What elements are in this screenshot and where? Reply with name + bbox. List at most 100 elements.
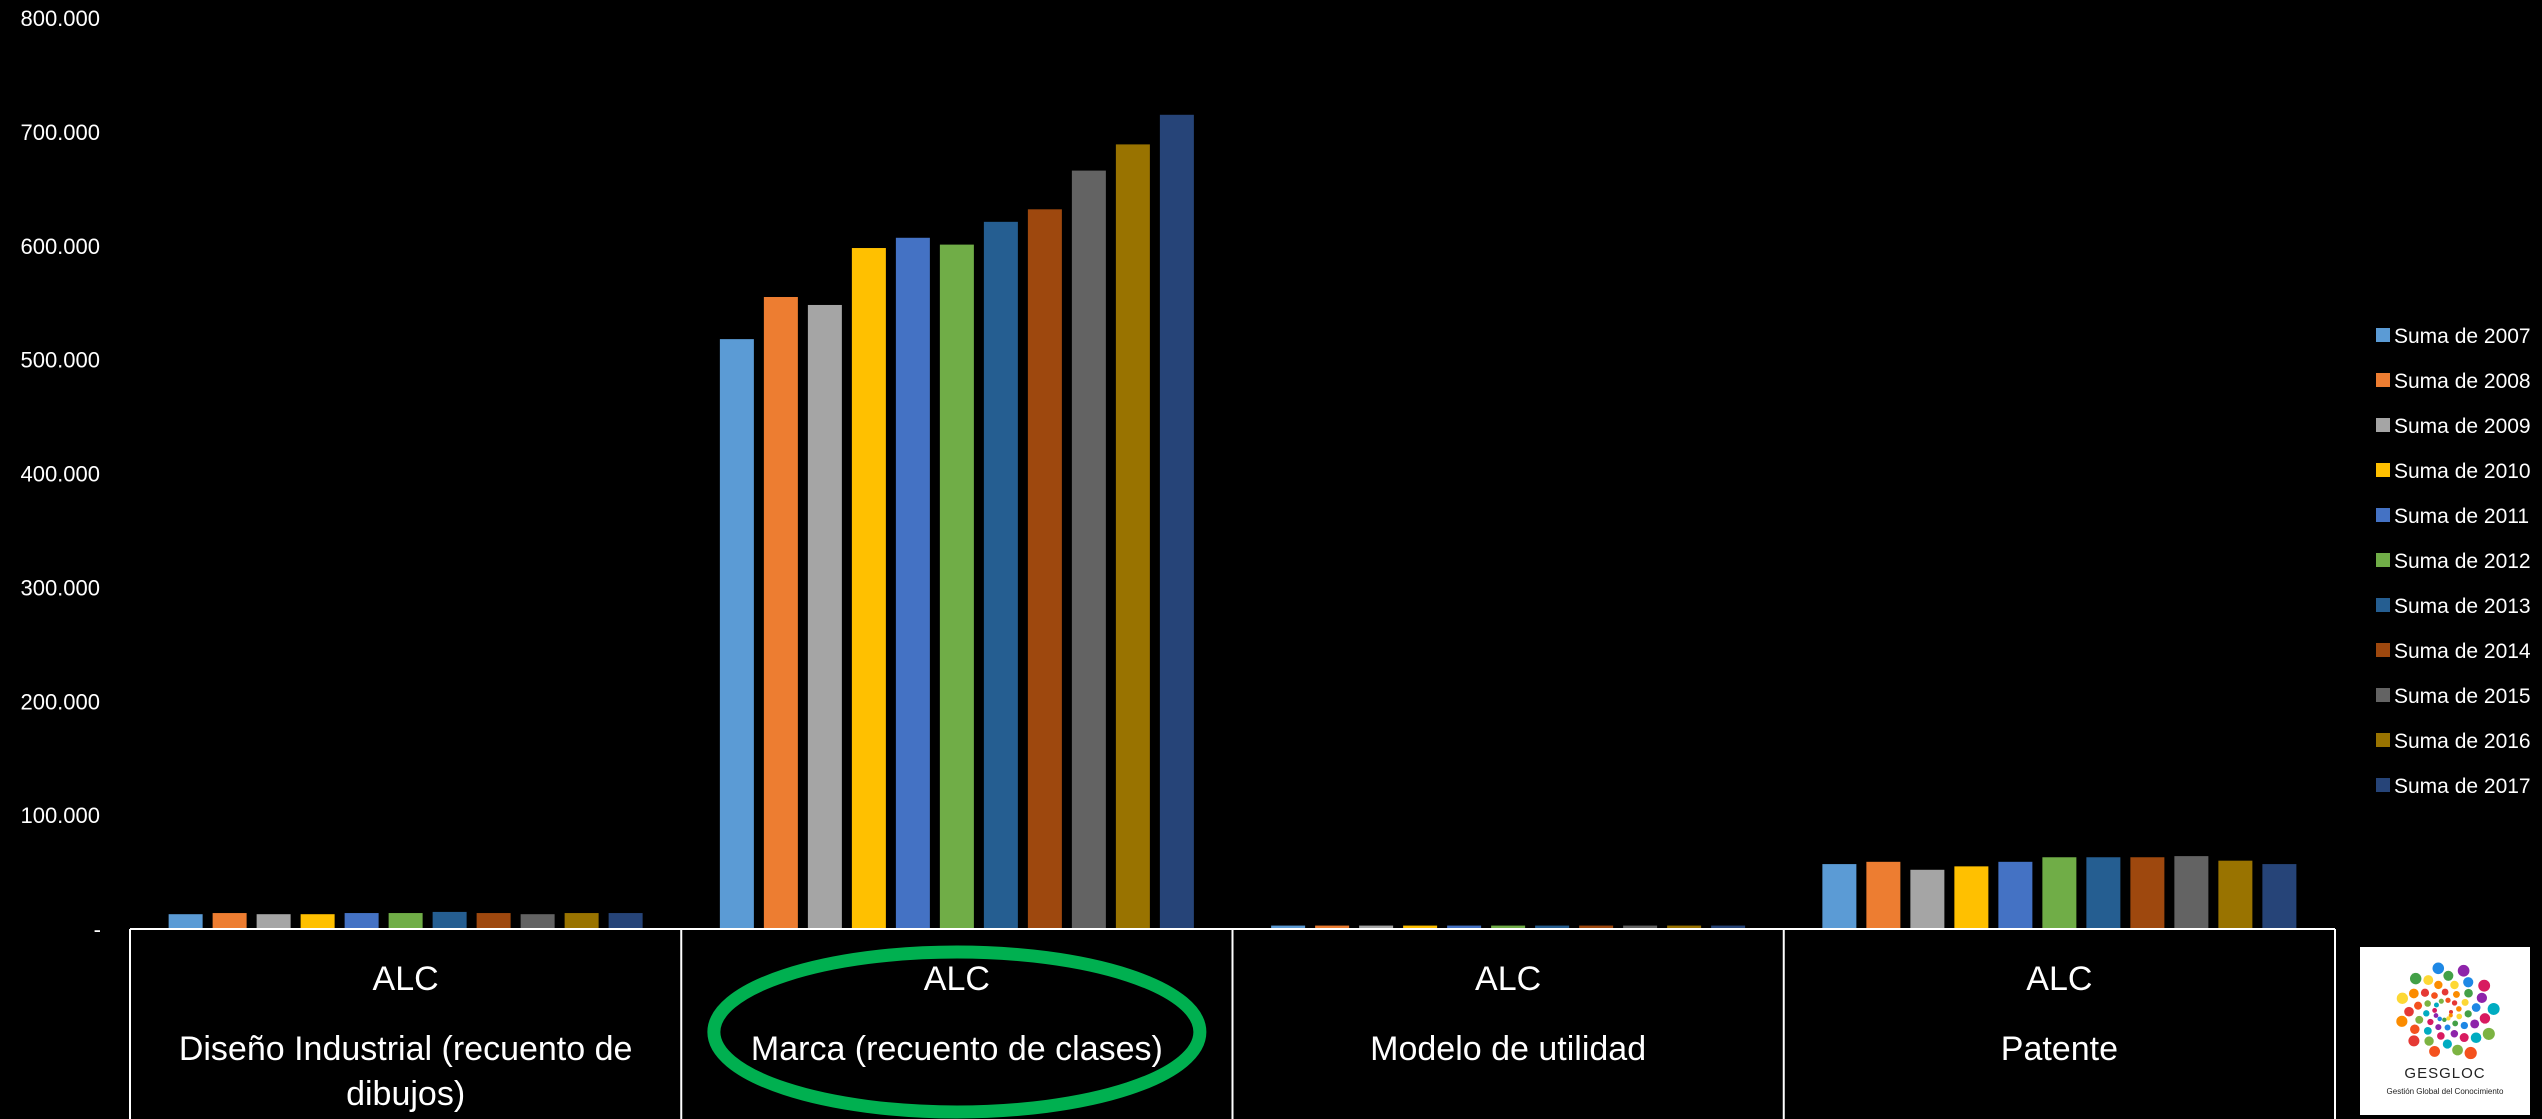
logo-dot [2424, 1036, 2434, 1046]
logo-dot [2451, 1000, 2458, 1006]
legend-swatch [2376, 463, 2390, 477]
logo-dot [2442, 1039, 2452, 1049]
logo-dot [2432, 1008, 2438, 1013]
logo-dot [2442, 1017, 2447, 1023]
bar [895, 237, 930, 929]
bar [2042, 857, 2077, 929]
legend-label: Suma de 2010 [2394, 460, 2531, 483]
logo-dot [2427, 1018, 2434, 1026]
logo-subtitle: Gestión Global del Conocimiento [2387, 1087, 2505, 1096]
bar [564, 913, 599, 929]
legend-item: Suma de 2016 [2376, 730, 2531, 753]
logo-dot [2432, 962, 2445, 975]
legend-swatch [2376, 778, 2390, 792]
legend-label: Suma de 2012 [2394, 550, 2531, 573]
logo-dot [2459, 1032, 2469, 1043]
logo-dot [2460, 1021, 2469, 1030]
logo-dot [2450, 1030, 2459, 1038]
category-level2-label: dibujos) [346, 1075, 465, 1113]
bar [1403, 925, 1438, 929]
y-tick-label: 100.000 [20, 803, 100, 828]
legend-item: Suma de 2013 [2376, 595, 2531, 618]
bar [1954, 866, 1989, 929]
legend-item: Suma de 2011 [2376, 505, 2529, 528]
logo-dot [2433, 1002, 2439, 1008]
logo-dot [2464, 988, 2473, 998]
category-level2-label: Marca (recuento de clases) [751, 1030, 1163, 1068]
bar [1315, 925, 1350, 929]
category-axis-table: ALC Diseño Industrial (recuento de dibujos… [129, 928, 2336, 1119]
legend-item: Suma de 2017 [2376, 775, 2531, 798]
bar [719, 339, 754, 929]
legend-item: Suma de 2014 [2376, 640, 2531, 663]
legend-item: Suma de 2007 [2376, 325, 2531, 348]
legend-swatch [2376, 418, 2390, 432]
logo-dot [2445, 997, 2451, 1003]
legend-item: Suma de 2010 [2376, 460, 2531, 483]
logo-dot [2461, 998, 2469, 1006]
logo-dot [2464, 1046, 2477, 1060]
logo-spiral [2396, 962, 2500, 1060]
bar [851, 248, 886, 930]
bar [939, 244, 974, 929]
logo-dot [2408, 1035, 2420, 1047]
bar [300, 914, 335, 929]
bar [1115, 144, 1150, 929]
legend-label: Suma de 2013 [2394, 595, 2531, 618]
logo-title: GESGLOC [2404, 1065, 2485, 1082]
bar [983, 221, 1018, 929]
bar [168, 914, 203, 929]
logo-dot [2482, 1027, 2495, 1040]
logo-dot [2433, 1013, 2439, 1018]
logo-dot [2437, 1016, 2442, 1022]
logo-dot [2441, 988, 2449, 996]
bar [1071, 170, 1106, 929]
bar [2218, 860, 2253, 929]
y-tick-label: 500.000 [20, 348, 100, 373]
category-level1-label: ALC [2026, 960, 2092, 998]
logo-dot [2437, 1032, 2445, 1040]
logo-dot [2443, 970, 2454, 981]
legend: Suma de 2007 Suma de 2008 Suma de 2009 Suma… [2376, 325, 2531, 798]
bar-group [168, 911, 643, 929]
y-tick-label: - [94, 917, 101, 942]
y-tick-label: 200.000 [20, 689, 100, 714]
logo-dot [2423, 1026, 2432, 1035]
logo-dot [2408, 988, 2419, 999]
logo-dot [2476, 992, 2488, 1004]
bar [2130, 857, 2165, 929]
legend-label: Suma de 2008 [2394, 370, 2531, 393]
category-level1-label: ALC [373, 960, 439, 998]
y-axis: 800.000 700.000 600.000 500.000 400.000 300.0… [20, 6, 101, 942]
logo-dot [2456, 1013, 2463, 1020]
y-tick-label: 400.000 [20, 462, 100, 487]
logo-dot [2450, 980, 2459, 990]
bar [2174, 856, 2209, 929]
logo-dot [2444, 1024, 2451, 1031]
bar [1159, 114, 1194, 929]
logo-dot [2470, 1032, 2482, 1044]
logo-dot [2410, 1024, 2420, 1034]
logo-dot [2414, 1001, 2423, 1010]
bar-group [1271, 925, 1746, 929]
logo-dot [2396, 992, 2409, 1004]
logo-dot [2423, 1010, 2430, 1017]
logo-dot [2415, 1015, 2424, 1024]
legend-swatch [2376, 598, 2390, 612]
legend-swatch [2376, 373, 2390, 387]
logo-dot [2448, 1013, 2453, 1018]
legend-swatch [2376, 508, 2390, 522]
logo-dot [2471, 1003, 2481, 1012]
logo-dot [2431, 992, 2438, 999]
logo-dot [2435, 1024, 2442, 1031]
bar [388, 913, 423, 929]
logo-dot [2438, 998, 2444, 1004]
logo-dot [2446, 1016, 2451, 1021]
category-level2-label: Patente [2001, 1030, 2118, 1068]
logo-dot [2478, 979, 2491, 992]
bar [256, 914, 291, 929]
bar [432, 911, 467, 929]
logo-dot [2424, 1000, 2431, 1007]
